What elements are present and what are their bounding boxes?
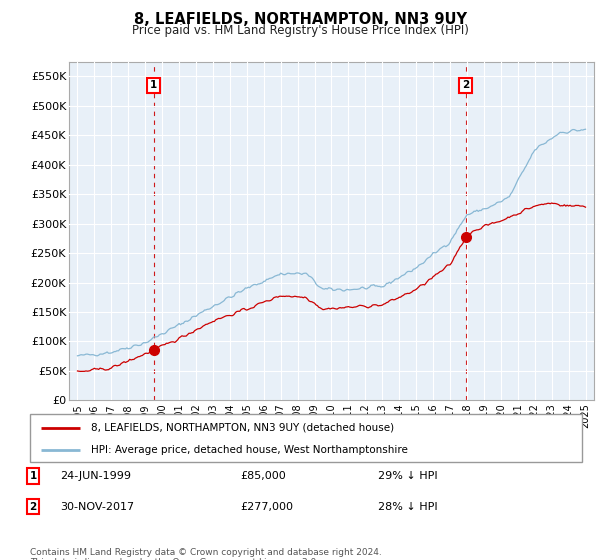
Text: 30-NOV-2017: 30-NOV-2017 [60, 502, 134, 512]
Text: Price paid vs. HM Land Registry's House Price Index (HPI): Price paid vs. HM Land Registry's House … [131, 24, 469, 36]
Text: 8, LEAFIELDS, NORTHAMPTON, NN3 9UY: 8, LEAFIELDS, NORTHAMPTON, NN3 9UY [133, 12, 467, 27]
Text: Contains HM Land Registry data © Crown copyright and database right 2024.
This d: Contains HM Land Registry data © Crown c… [30, 548, 382, 560]
Text: 2: 2 [29, 502, 37, 512]
Text: 1: 1 [150, 80, 157, 90]
Text: 28% ↓ HPI: 28% ↓ HPI [378, 502, 437, 512]
Text: 8, LEAFIELDS, NORTHAMPTON, NN3 9UY (detached house): 8, LEAFIELDS, NORTHAMPTON, NN3 9UY (deta… [91, 423, 394, 433]
Text: £85,000: £85,000 [240, 471, 286, 481]
Text: 1: 1 [29, 471, 37, 481]
Text: 2: 2 [462, 80, 469, 90]
Text: 29% ↓ HPI: 29% ↓ HPI [378, 471, 437, 481]
Text: £277,000: £277,000 [240, 502, 293, 512]
Text: HPI: Average price, detached house, West Northamptonshire: HPI: Average price, detached house, West… [91, 445, 407, 455]
FancyBboxPatch shape [30, 414, 582, 462]
Text: 24-JUN-1999: 24-JUN-1999 [60, 471, 131, 481]
